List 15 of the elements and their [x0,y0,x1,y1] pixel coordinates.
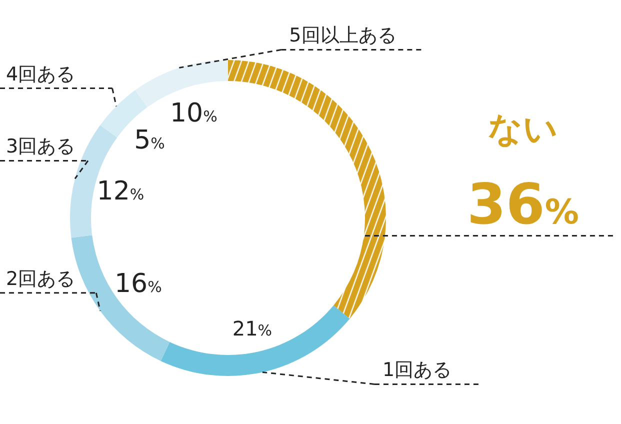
data-label: 5% [134,126,165,156]
slice-label: 2回ある [6,268,76,290]
data-label: 12% [96,176,144,206]
slice-label: 1回ある [382,359,452,382]
donut-slice [160,305,350,376]
slice-label: 5回以上ある [289,24,396,47]
data-label: 36% [466,172,579,238]
slice-label: 3回ある [6,136,76,158]
donut-slice [228,60,386,319]
donut-slice [71,235,170,361]
slice-label: ない [488,110,558,150]
slice-label: 4回ある [6,63,76,86]
data-label: 21% [232,316,272,340]
data-label: 16% [114,269,162,300]
data-label: 10% [170,98,218,128]
